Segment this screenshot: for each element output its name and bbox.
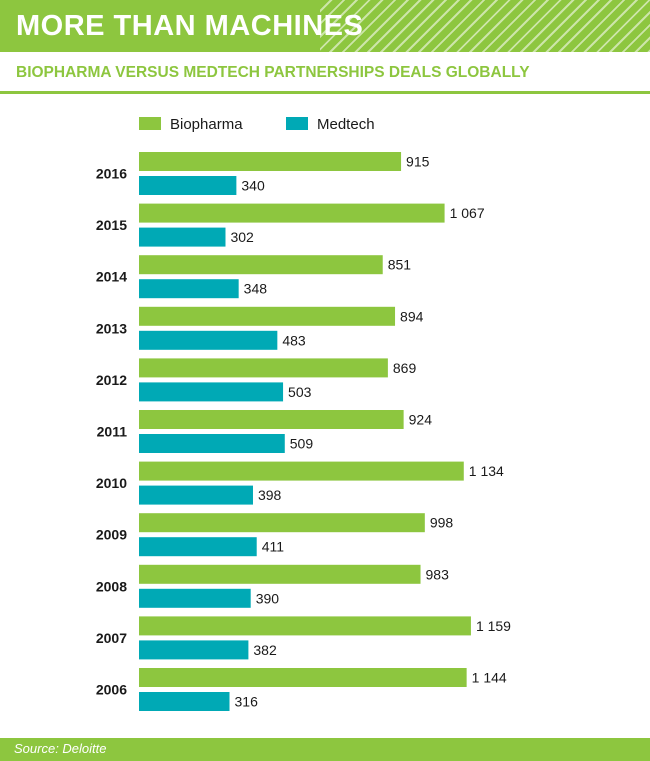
year-label: 2010 bbox=[96, 475, 127, 491]
value-label-biopharma: 894 bbox=[400, 308, 424, 324]
value-label-biopharma: 1 144 bbox=[472, 670, 507, 686]
legend-label-medtech: Medtech bbox=[317, 116, 375, 133]
bar-biopharma bbox=[139, 306, 396, 326]
header-banner: MORE THAN MACHINES bbox=[0, 0, 650, 52]
legend-swatch-medtech bbox=[286, 117, 308, 130]
bar-biopharma bbox=[139, 203, 445, 223]
value-label-medtech: 316 bbox=[235, 694, 259, 710]
year-label: 2012 bbox=[96, 372, 127, 388]
value-label-biopharma: 915 bbox=[406, 154, 430, 170]
value-label-biopharma: 1 159 bbox=[476, 618, 511, 634]
value-label-biopharma: 924 bbox=[409, 412, 433, 428]
year-label: 2006 bbox=[96, 682, 127, 698]
page-title: MORE THAN MACHINES bbox=[16, 10, 364, 42]
year-label: 2015 bbox=[96, 217, 127, 233]
value-label-biopharma: 998 bbox=[430, 515, 454, 531]
value-label-medtech: 382 bbox=[253, 642, 277, 658]
value-label-biopharma: 851 bbox=[388, 257, 412, 273]
bar-biopharma bbox=[139, 358, 388, 378]
subtitle-divider bbox=[0, 91, 650, 94]
value-label-medtech: 411 bbox=[262, 539, 285, 555]
bar-biopharma bbox=[139, 616, 471, 636]
value-label-medtech: 509 bbox=[290, 436, 314, 452]
bar-biopharma bbox=[139, 564, 421, 584]
legend-swatch-biopharma bbox=[139, 117, 161, 130]
year-label: 2013 bbox=[96, 320, 127, 336]
value-label-biopharma: 1 067 bbox=[450, 205, 485, 221]
bar-biopharma bbox=[139, 461, 464, 481]
header-stripes-decoration bbox=[320, 0, 650, 52]
chart-subtitle: BIOPHARMA VERSUS MEDTECH PARTNERSHIPS DE… bbox=[16, 64, 530, 81]
year-label: 2007 bbox=[96, 630, 127, 646]
value-label-medtech: 398 bbox=[258, 487, 282, 503]
year-label: 2014 bbox=[96, 269, 127, 285]
value-label-medtech: 340 bbox=[241, 178, 265, 194]
bar-medtech bbox=[139, 588, 251, 608]
value-label-medtech: 390 bbox=[256, 590, 280, 606]
bar-biopharma bbox=[139, 668, 467, 687]
bar-biopharma bbox=[139, 255, 383, 275]
bar-chart: Biopharma Medtech 2016 915 340 2015 1 067 302 20… bbox=[96, 116, 511, 711]
bar-medtech bbox=[139, 434, 285, 453]
bar-biopharma bbox=[139, 513, 425, 533]
year-label: 2016 bbox=[96, 166, 127, 182]
bar-biopharma bbox=[139, 152, 402, 171]
year-label: 2009 bbox=[96, 527, 127, 543]
value-label-biopharma: 1 134 bbox=[469, 463, 504, 479]
bar-medtech bbox=[139, 227, 226, 247]
value-label-medtech: 483 bbox=[282, 332, 306, 348]
value-label-medtech: 302 bbox=[230, 229, 254, 245]
value-label-biopharma: 983 bbox=[426, 566, 450, 582]
value-label-biopharma: 869 bbox=[393, 360, 417, 376]
source-note: Source: Deloitte bbox=[14, 741, 107, 756]
bar-medtech bbox=[139, 382, 284, 402]
year-label: 2011 bbox=[97, 424, 128, 440]
value-label-medtech: 348 bbox=[244, 281, 268, 297]
bar-medtech bbox=[139, 485, 253, 505]
bar-medtech bbox=[139, 176, 237, 195]
bar-medtech bbox=[139, 692, 230, 711]
bar-medtech bbox=[139, 279, 239, 299]
bar-medtech bbox=[139, 640, 249, 660]
bar-medtech bbox=[139, 537, 257, 557]
legend-label-biopharma: Biopharma bbox=[170, 116, 243, 133]
year-label: 2008 bbox=[96, 578, 127, 594]
value-label-medtech: 503 bbox=[288, 384, 312, 400]
bar-medtech bbox=[139, 330, 278, 350]
bar-biopharma bbox=[139, 410, 404, 429]
footer-bar: Source: Deloitte bbox=[0, 738, 650, 761]
